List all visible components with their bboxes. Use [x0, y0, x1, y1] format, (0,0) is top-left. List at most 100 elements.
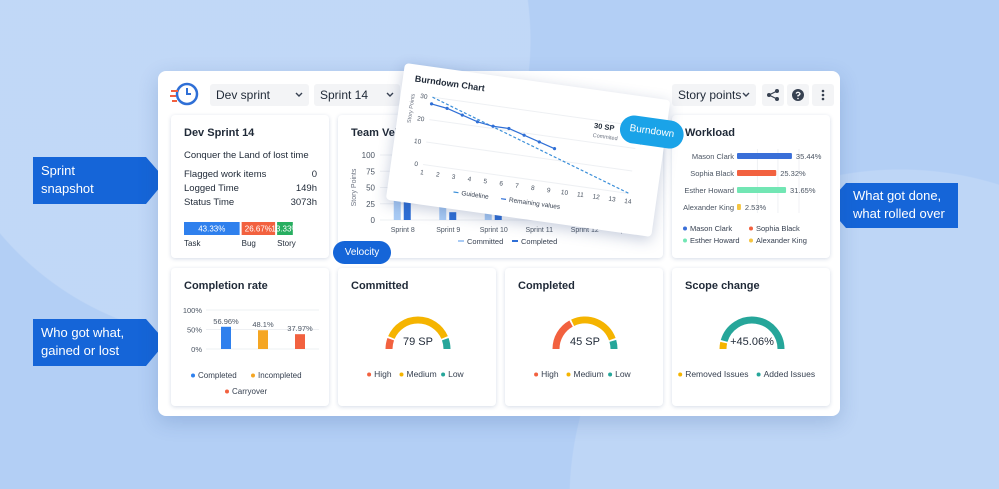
x-tick-label: 13: [608, 196, 617, 204]
card: Dev Sprint 14 Conquer the Land of lost ti…: [171, 115, 329, 258]
y-tick-label: 0%: [191, 345, 202, 354]
legend-dot: [756, 372, 761, 377]
logo: [170, 82, 199, 106]
x-tick-label: 1: [420, 169, 425, 176]
bar-label: 48.1%: [252, 320, 274, 329]
x-tick-label: Sprint 12: [571, 227, 599, 234]
completion-chart: 100% 50% 0% 56.96% Completed 48.1% Incompleted…: [183, 306, 319, 396]
person-name: Mason Clark: [692, 152, 734, 161]
legend-label: Incompleted: [258, 371, 302, 380]
point: [460, 113, 464, 117]
menu-button[interactable]: [812, 84, 834, 106]
burndown-overlay: Burndown Chart Story Points 0 10 20 30 1 2 3 4 5 6 7…: [385, 63, 686, 237]
grid-line: [426, 141, 633, 172]
y-tick-label: 30: [420, 93, 429, 101]
chevron: [386, 92, 394, 97]
dropdown[interactable]: Story points: [672, 84, 756, 106]
person-name: Sophia Black: [690, 169, 734, 178]
callout-text: Sprint snapshot: [41, 163, 94, 196]
gauge-segment: [609, 339, 618, 350]
x-tick-label: 4: [467, 176, 472, 183]
dropdown[interactable]: Dev sprint: [210, 84, 309, 106]
grid-line: [429, 119, 636, 150]
x-tick-label: Sprint 8: [391, 227, 415, 234]
velocity-button[interactable]: Velocity: [333, 241, 391, 264]
legend-dot: [534, 372, 539, 377]
x-tick-label: 2: [435, 171, 440, 178]
breakdown-segment: [184, 222, 240, 235]
bar: [258, 330, 268, 349]
legend-swatch: [453, 191, 459, 194]
segment-name: Task: [184, 239, 201, 248]
x-tick-label: Sprint 10: [480, 227, 508, 234]
point: [522, 133, 526, 137]
card-title: Scope change: [685, 280, 760, 292]
card: Completed 45 SP High Medium Low: [505, 268, 663, 406]
legend-label: High: [541, 369, 559, 379]
segment-name: Story: [277, 239, 296, 248]
legend-label: Guideline: [461, 190, 490, 201]
gauge-segment: [719, 341, 728, 350]
legend-dot: [678, 372, 683, 377]
chevron-icon: [742, 92, 750, 97]
point: [507, 126, 511, 131]
card-title: Completion rate: [184, 280, 268, 292]
y-tick-label: 25: [366, 200, 375, 209]
legend-dot: [608, 372, 613, 377]
y-tick-label: 75: [366, 167, 375, 176]
callout-shape: [33, 319, 166, 366]
legend-label: Sophia Black: [756, 224, 800, 233]
gauge-segment: [385, 337, 395, 350]
icon-dot: [821, 97, 825, 101]
stat-value: 3073h: [290, 197, 317, 208]
chevron-icon: [295, 92, 303, 97]
gauge-segment: [441, 337, 451, 350]
gauge: +45.06% Removed Issues Added Issues: [678, 316, 816, 379]
logo-hands: [186, 88, 191, 95]
dropdown-label: Sprint 14: [320, 88, 369, 102]
legend-label: Low: [615, 369, 631, 379]
x-tick-label: 10: [560, 189, 569, 197]
legend-dot: [749, 238, 753, 243]
x-tick-label: 7: [515, 183, 520, 190]
legend-label: Added Issues: [764, 369, 816, 379]
x-tick-label: 3: [451, 174, 456, 181]
card: Completion rate 100% 50% 0% 56.96% Completed 4…: [171, 268, 329, 406]
segment-label: 43.33%: [198, 225, 225, 234]
workload-bar: [737, 187, 787, 193]
point: [537, 140, 541, 144]
breakdown-segment: [241, 222, 276, 235]
legend-dot: [441, 372, 446, 377]
point: [475, 120, 480, 124]
point: [445, 106, 449, 110]
share-button[interactable]: [762, 84, 784, 106]
gauge-segment: [571, 316, 616, 341]
callout-text: What got done, what rolled over: [853, 188, 945, 221]
grid-line: [432, 96, 639, 127]
legend-dot: [683, 238, 687, 243]
legend-label: Alexander King: [756, 236, 807, 245]
y-tick-label: 0: [414, 161, 419, 168]
card-title: Completed: [518, 280, 575, 292]
y-tick-label: 100%: [183, 306, 203, 315]
person-name: Esther Howard: [684, 186, 734, 195]
help-button[interactable]: [787, 84, 809, 106]
legend-dot: [191, 373, 195, 378]
legend-dot: [749, 226, 753, 231]
dropdown[interactable]: Sprint 14: [314, 84, 400, 106]
x-tick-label: 9: [546, 187, 551, 194]
legend-dot: [225, 389, 229, 394]
y-tick-label: 20: [417, 115, 426, 123]
card: Scope change +45.06% Removed Issues Added I…: [672, 268, 830, 406]
gauge-value: 79 SP: [403, 336, 433, 348]
x-tick-label: Sprint 11: [526, 227, 554, 234]
gauge: 45 SP High Medium Low: [534, 316, 632, 379]
y-tick-label: 10: [413, 138, 422, 146]
y-axis-label: Story Points: [407, 93, 417, 123]
gauge-value: 45 SP: [570, 336, 600, 348]
workload-bar: [737, 170, 777, 176]
x-tick-label: 8: [530, 185, 535, 192]
